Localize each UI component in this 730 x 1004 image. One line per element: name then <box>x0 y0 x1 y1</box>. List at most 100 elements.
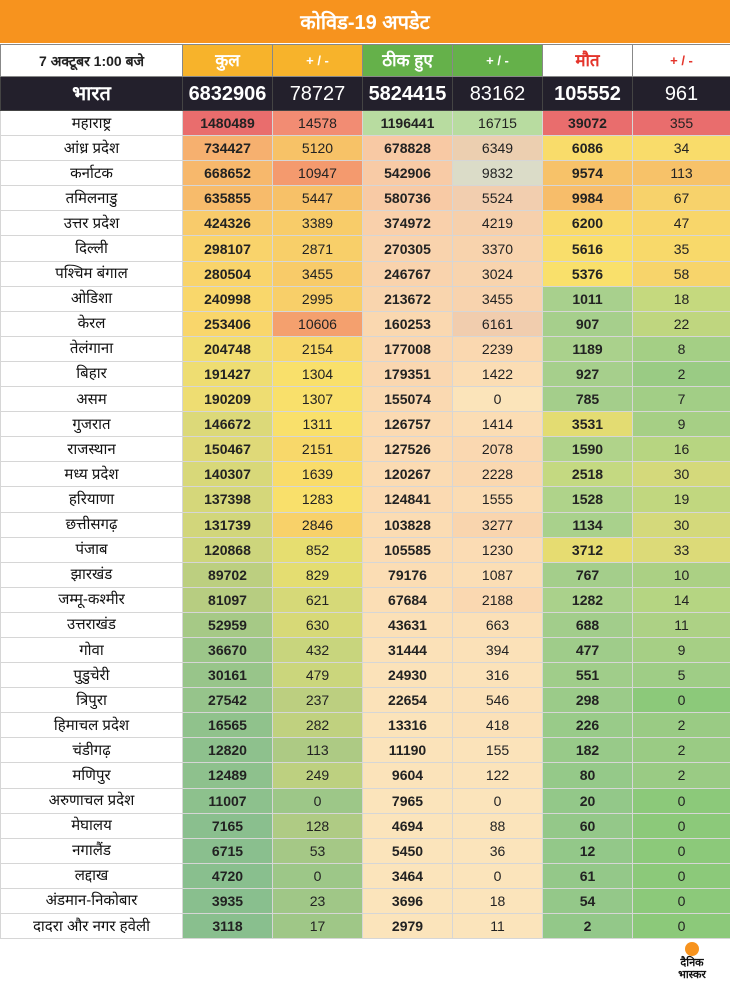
state-recovered: 542906 <box>362 160 453 187</box>
state-total: 191427 <box>182 360 273 388</box>
table-row: हरियाणा 137398 1283 124841 1555 1528 19 <box>0 486 730 513</box>
state-deaths: 226 <box>542 712 633 739</box>
state-deaths-delta: 34 <box>632 135 730 162</box>
state-deaths-delta: 0 <box>632 812 730 839</box>
state-name: राजस्थान <box>0 436 183 463</box>
table-row: असम 190209 1307 155074 0 785 7 <box>0 386 730 413</box>
state-name: तेलंगाना <box>0 335 183 362</box>
state-deaths: 767 <box>542 561 633 588</box>
national-deaths: 105552 <box>542 76 633 111</box>
state-name: मणिपुर <box>0 762 183 789</box>
state-recovered-delta: 0 <box>452 862 543 889</box>
national-recovered-delta: 83162 <box>452 76 543 111</box>
state-total: 27542 <box>182 687 273 714</box>
state-recovered-delta: 155 <box>452 737 543 764</box>
state-recovered-delta: 88 <box>452 812 543 839</box>
state-total: 668652 <box>182 160 273 187</box>
national-total-delta: 78727 <box>272 76 363 111</box>
state-recovered: 24930 <box>362 662 453 689</box>
state-deaths-delta: 2 <box>632 712 730 739</box>
header-total-delta: + / - <box>272 44 363 77</box>
state-deaths: 907 <box>542 310 633 337</box>
state-name: झारखंड <box>0 561 183 588</box>
table-row: तमिलनाडु 635855 5447 580736 5524 9984 67 <box>0 185 730 212</box>
state-deaths: 20 <box>542 787 633 814</box>
state-recovered-delta: 394 <box>452 636 543 664</box>
state-recovered-delta: 1230 <box>452 536 543 563</box>
state-recovered-delta: 122 <box>452 762 543 789</box>
state-total-delta: 128 <box>272 812 363 839</box>
state-deaths-delta: 58 <box>632 260 730 287</box>
state-deaths-delta: 16 <box>632 436 730 463</box>
state-deaths: 54 <box>542 887 633 915</box>
state-deaths-delta: 0 <box>632 862 730 889</box>
state-total: 150467 <box>182 436 273 463</box>
state-total: 16565 <box>182 712 273 739</box>
table-row: लद्दाख 4720 0 3464 0 61 0 <box>0 862 730 889</box>
state-deaths-delta: 0 <box>632 837 730 864</box>
state-deaths: 2518 <box>542 461 633 488</box>
state-total-delta: 3455 <box>272 260 363 287</box>
state-total: 12820 <box>182 737 273 764</box>
state-deaths: 551 <box>542 662 633 689</box>
state-total: 120868 <box>182 536 273 563</box>
state-total-delta: 2151 <box>272 436 363 463</box>
state-total: 140307 <box>182 461 273 488</box>
header-deaths-delta: + / - <box>632 44 730 77</box>
state-deaths-delta: 5 <box>632 662 730 689</box>
state-deaths: 12 <box>542 837 633 864</box>
state-recovered: 5450 <box>362 837 453 864</box>
state-name: आंध्र प्रदेश <box>0 135 183 162</box>
state-recovered-delta: 16715 <box>452 109 543 137</box>
state-recovered-delta: 316 <box>452 662 543 689</box>
state-deaths: 39072 <box>542 109 633 137</box>
state-deaths-delta: 113 <box>632 160 730 187</box>
state-recovered-delta: 6161 <box>452 310 543 337</box>
state-deaths: 6200 <box>542 210 633 237</box>
state-deaths-delta: 8 <box>632 335 730 362</box>
state-total-delta: 5447 <box>272 185 363 212</box>
state-deaths: 5376 <box>542 260 633 287</box>
state-recovered-delta: 2078 <box>452 436 543 463</box>
logo-line2: भास्कर <box>678 968 706 981</box>
state-recovered: 270305 <box>362 235 453 262</box>
state-total-delta: 1304 <box>272 360 363 388</box>
state-total: 253406 <box>182 310 273 337</box>
state-deaths-delta: 22 <box>632 310 730 337</box>
state-recovered: 678828 <box>362 135 453 162</box>
state-total: 30161 <box>182 662 273 689</box>
table-row: अरुणाचल प्रदेश 11007 0 7965 0 20 0 <box>0 787 730 814</box>
state-deaths: 2 <box>542 912 633 940</box>
state-name: लद्दाख <box>0 862 183 889</box>
state-name: महाराष्ट्र <box>0 109 183 137</box>
state-total-delta: 14578 <box>272 109 363 137</box>
state-deaths: 298 <box>542 687 633 714</box>
state-deaths-delta: 14 <box>632 586 730 613</box>
state-name: अरुणाचल प्रदेश <box>0 787 183 814</box>
state-recovered: 31444 <box>362 636 453 664</box>
state-recovered: 7965 <box>362 787 453 814</box>
state-name: केरल <box>0 310 183 337</box>
state-recovered: 580736 <box>362 185 453 212</box>
state-recovered-delta: 0 <box>452 386 543 413</box>
state-recovered: 11190 <box>362 737 453 764</box>
table-row: नगालैंड 6715 53 5450 36 12 0 <box>0 837 730 864</box>
state-total: 52959 <box>182 611 273 638</box>
state-recovered-delta: 5524 <box>452 185 543 212</box>
state-total: 3935 <box>182 887 273 915</box>
state-recovered: 3696 <box>362 887 453 915</box>
state-recovered: 160253 <box>362 310 453 337</box>
state-recovered: 1196441 <box>362 109 453 137</box>
state-deaths-delta: 35 <box>632 235 730 262</box>
state-total: 7165 <box>182 812 273 839</box>
state-deaths: 3712 <box>542 536 633 563</box>
state-name: हिमाचल प्रदेश <box>0 712 183 739</box>
table-row: गुजरात 146672 1311 126757 1414 3531 9 <box>0 411 730 438</box>
state-total: 204748 <box>182 335 273 362</box>
state-name: दिल्ली <box>0 235 183 262</box>
state-name: उत्तराखंड <box>0 611 183 638</box>
header-row: 7 अक्टूबर 1:00 बजे कुल + / - ठीक हुए + /… <box>0 44 730 77</box>
state-name: पंजाब <box>0 536 183 563</box>
state-deaths: 1282 <box>542 586 633 613</box>
state-total-delta: 249 <box>272 762 363 789</box>
